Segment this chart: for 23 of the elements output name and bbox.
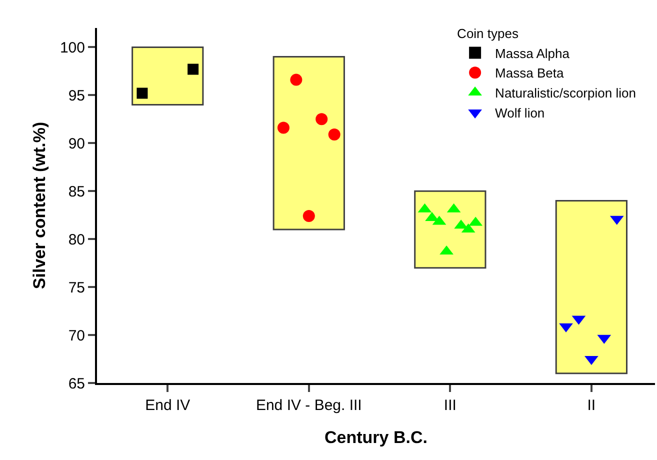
y-tick-label: 95	[68, 87, 85, 104]
legend-label: Massa Beta	[495, 66, 564, 81]
x-tick-label: End IV	[145, 397, 190, 414]
y-tick-label: 100	[60, 39, 85, 56]
y-tick-label: 80	[68, 231, 85, 248]
legend-title: Coin types	[457, 26, 519, 41]
y-tick-label: 65	[68, 375, 85, 392]
x-tick-label: II	[587, 397, 596, 414]
legend-label: Naturalistic/scorpion lion	[495, 86, 636, 101]
y-tick-label: 85	[68, 183, 85, 200]
x-axis-title: Century B.C.	[324, 428, 428, 447]
legend-label: Massa Alpha	[495, 46, 570, 61]
bar	[414, 190, 486, 269]
x-tick-label: III	[444, 397, 456, 414]
x-tick-label: End IV - Beg. III	[256, 397, 362, 414]
y-tick-label: 90	[68, 135, 85, 152]
bar	[272, 56, 345, 230]
y-tick-label: 70	[68, 327, 85, 344]
y-tick-label: 75	[68, 279, 85, 296]
y-axis-title: Silver content (wt.%)	[30, 122, 50, 290]
legend-label: Wolf lion	[495, 106, 545, 121]
bar	[555, 200, 628, 374]
bar	[132, 46, 204, 106]
